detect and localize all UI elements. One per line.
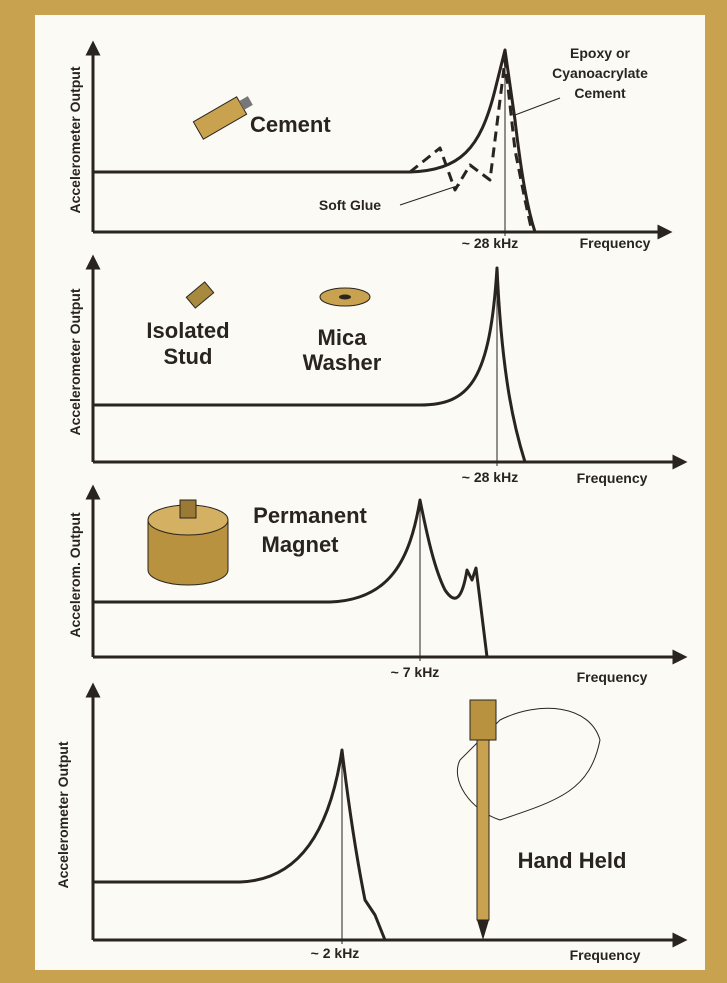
magnet-icon <box>148 500 228 585</box>
y-label: Accelerometer Output <box>67 288 83 435</box>
x-label: Frequency <box>570 947 641 963</box>
y-label: Accelerometer Output <box>67 66 83 213</box>
x-label: Frequency <box>580 235 651 251</box>
title: Stud <box>164 344 213 369</box>
peak-label: ~ 28 kHz <box>462 469 518 485</box>
note: Cement <box>574 85 626 101</box>
note: Mica <box>318 325 368 350</box>
note: Soft Glue <box>319 197 381 213</box>
peak-label: ~ 7 kHz <box>391 664 440 680</box>
title: Isolated <box>146 318 229 343</box>
x-label: Frequency <box>577 470 648 486</box>
panel-bg <box>35 15 705 970</box>
note: Epoxy or <box>570 45 630 61</box>
x-label: Frequency <box>577 669 648 685</box>
note: Washer <box>303 350 382 375</box>
peak-label: ~ 28 kHz <box>462 235 518 251</box>
title: Magnet <box>262 532 340 557</box>
title: Hand Held <box>518 848 627 873</box>
diagram: Accelerometer Output Cement Epoxy or Cya… <box>0 0 727 983</box>
washer-hole <box>339 295 351 300</box>
note: Cyanoacrylate <box>552 65 648 81</box>
title: Permanent <box>253 503 367 528</box>
y-label: Accelerom. Output <box>67 512 83 638</box>
peak-label: ~ 2 kHz <box>311 945 360 961</box>
y-label: Accelerometer Output <box>55 741 71 888</box>
title: Cement <box>250 112 331 137</box>
